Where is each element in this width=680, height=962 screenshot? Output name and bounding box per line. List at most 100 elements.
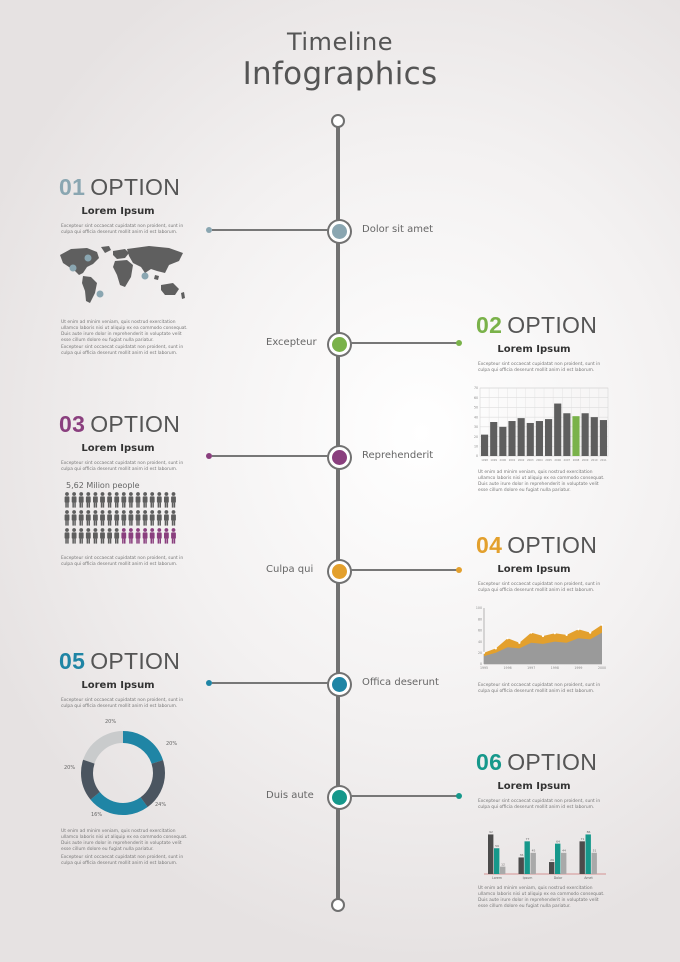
option-2-text-2: Ut enim ad minim veniam, quis nostrud ex… — [478, 470, 605, 493]
chart-3-xtick: Dolor — [554, 876, 563, 880]
option-5-word: OPTION — [90, 648, 181, 674]
chart-1-bar — [526, 422, 534, 456]
chart-3-data-label: 77 — [526, 837, 530, 841]
chart-3-bar — [555, 843, 561, 874]
person-icon — [85, 492, 91, 508]
person-icon — [107, 528, 112, 544]
option-6-subtitle: Lorem Ipsum — [497, 781, 571, 792]
chart-1-xtick: 2005 — [545, 458, 552, 462]
timeline-node-1[interactable] — [329, 221, 350, 242]
chart-2-point — [494, 647, 497, 650]
chart-1-xtick: 2002 — [518, 458, 525, 462]
chart-2-point — [482, 651, 486, 654]
chart-2-ticks: 0 20 40 60 80 100 1995 1996 1997 1998 1999 2000 — [476, 606, 606, 670]
chart-1-ytick: 70 — [474, 386, 478, 390]
chart-2-xtick: 1996 — [504, 666, 512, 670]
chart-1-bar — [581, 413, 589, 456]
option-1-text-1: Excepteur sint occaecat cupidatat non pr… — [61, 224, 184, 235]
option-6-word: OPTION — [507, 749, 598, 775]
option-5-subtitle: Lorem Ipsum — [81, 680, 155, 691]
person-icon — [64, 492, 70, 508]
donut-label-4: 16% — [91, 812, 103, 818]
donut-seg-1 — [81, 731, 165, 815]
person-icon — [114, 492, 120, 508]
chart-1-bar — [599, 420, 607, 456]
chart-3-data-label: 44 — [562, 849, 566, 853]
donut-seg-4 — [81, 731, 165, 815]
option-4-word: OPTION — [507, 532, 598, 558]
donut-label-5: 20% — [64, 765, 76, 771]
connector-1 — [212, 229, 328, 231]
timeline-top-cap — [331, 114, 345, 128]
timeline-node-4[interactable] — [329, 561, 350, 582]
option-5-number: 05 — [59, 648, 86, 674]
person-icon-highlighted — [121, 528, 127, 544]
donut-label-1: 20% — [105, 719, 117, 725]
chart-2-xtick: 1997 — [527, 666, 535, 670]
person-icon — [149, 492, 155, 508]
donut-seg-3 — [81, 731, 165, 815]
chart-1-grid — [479, 387, 609, 457]
person-icon — [135, 510, 141, 526]
person-icon — [71, 492, 77, 508]
chart-3-bars — [484, 834, 606, 875]
chart-3-data-label: 36 — [520, 853, 524, 857]
option-1-text-2: Ut enim ad minim veniam, quis nostrud ex… — [61, 320, 188, 343]
chart-1-ytick: 20 — [474, 435, 478, 439]
person-icon — [149, 510, 155, 526]
chart-1-bar — [590, 417, 598, 456]
chart-3-data-label: 71 — [581, 837, 585, 841]
people-count-label: 5,62 Milion people — [66, 481, 140, 490]
option-3-text-1: Excepteur sint occaecat cupidatat non pr… — [61, 461, 184, 472]
chart-2-point — [530, 631, 533, 634]
chart-1-ytick: 30 — [474, 425, 478, 429]
chart-3-data-label: 12 — [501, 862, 505, 866]
connector-3 — [212, 455, 328, 457]
option-3-subtitle: Lorem Ipsum — [81, 443, 155, 454]
option-5-text-1: Excepteur sint occaecat cupidatat non pr… — [61, 698, 184, 709]
person-icon — [171, 510, 176, 526]
person-icon-highlighted — [156, 528, 162, 544]
chart-3-bar — [500, 866, 506, 874]
chart-2-ytick: 0 — [480, 662, 482, 666]
map-pin-2 — [84, 254, 92, 262]
chart-3-bar — [494, 848, 500, 874]
chart-2-xtick: 1995 — [480, 666, 488, 670]
chart-2-xtick: 1998 — [551, 666, 559, 670]
timeline-node-5[interactable] — [329, 674, 350, 695]
chart-2-point — [589, 631, 592, 634]
chart-2-ytick: 80 — [478, 617, 482, 621]
chart-2-point — [565, 633, 568, 636]
donut-chart — [81, 731, 165, 815]
chart-3-bar — [591, 852, 597, 874]
map-pin-1 — [69, 264, 77, 272]
option-3-word: OPTION — [90, 411, 181, 437]
chart-1-ytick: 0 — [476, 454, 478, 458]
timeline-node-6[interactable] — [329, 787, 350, 808]
timeline-node-2[interactable] — [329, 334, 350, 355]
header-line2: Infographics — [242, 56, 438, 92]
chart-3-data-label: 92 — [489, 830, 493, 834]
chart-3-xtick: Lorem — [492, 876, 502, 880]
person-icon — [93, 510, 98, 526]
chart-1-bar — [563, 413, 571, 456]
chart-3-bar — [579, 841, 585, 874]
chart-1-ytick: 50 — [474, 406, 478, 410]
person-icon-highlighted — [171, 528, 176, 544]
chart-3-bar — [549, 862, 555, 874]
chart-1-ytick: 40 — [474, 415, 478, 419]
option-2-subtitle: Lorem Ipsum — [497, 344, 571, 355]
timeline-label-1: Dolor sit amet — [362, 224, 434, 235]
person-icon — [100, 492, 105, 508]
person-icon — [100, 510, 105, 526]
option-1-subtitle: Lorem Ipsum — [81, 206, 155, 217]
option-6-text-1: Excepteur sint occaecat cupidatat non pr… — [478, 799, 601, 810]
person-icon — [78, 510, 84, 526]
timeline-node-3[interactable] — [329, 447, 350, 468]
chart-2-ytick: 100 — [476, 606, 482, 610]
option-5-text-2: Ut enim ad minim veniam, quis nostrud ex… — [61, 829, 188, 852]
connector-dot-4 — [456, 567, 462, 573]
person-icon — [71, 510, 77, 526]
donut-seg-2 — [81, 731, 165, 815]
chart-2-point — [600, 623, 604, 626]
